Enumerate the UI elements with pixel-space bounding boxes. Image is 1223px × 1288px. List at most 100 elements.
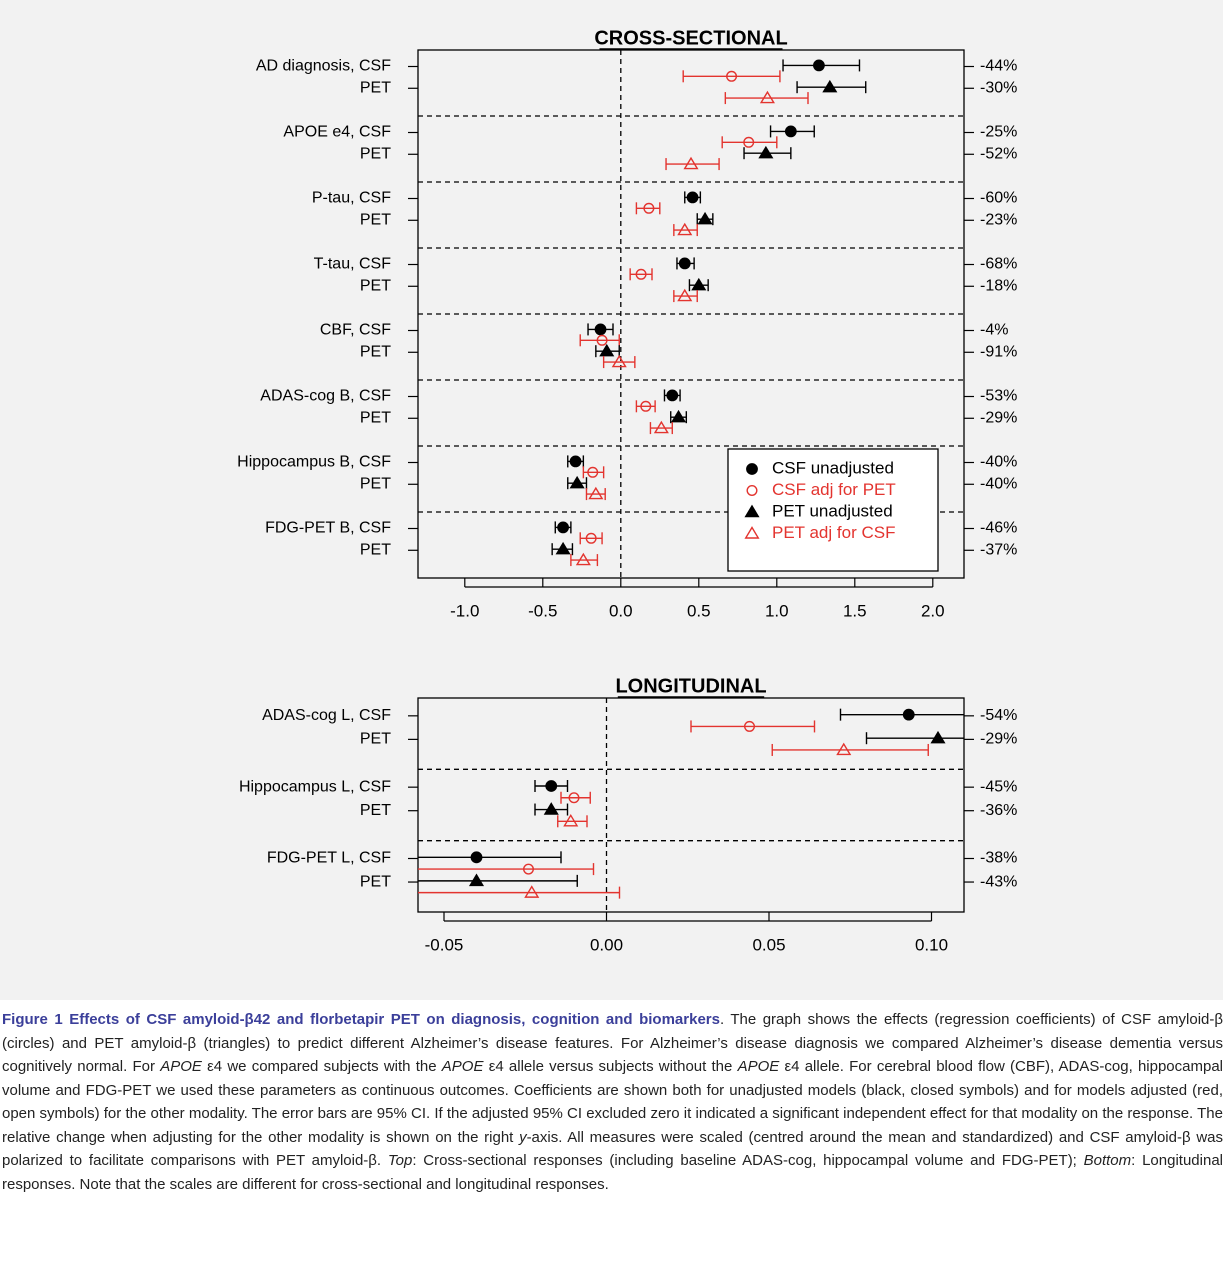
figure-title: Effects of CSF amyloid-β42 and florbetap… bbox=[69, 1011, 720, 1028]
relative-change-pet: -30% bbox=[980, 79, 1017, 96]
csf-unadjusted-point bbox=[666, 389, 679, 402]
csf-unadjusted-point bbox=[813, 59, 825, 72]
csf-unadjusted-point bbox=[545, 780, 558, 792]
pet-unadjusted-point bbox=[543, 802, 559, 815]
pet-unadjusted-point bbox=[697, 211, 713, 225]
row-label-csf: P-tau, CSF bbox=[312, 190, 391, 207]
csf-unadjusted-point bbox=[902, 708, 915, 721]
relative-change-csf: -40% bbox=[980, 454, 1017, 471]
pet-adjusted-point bbox=[759, 90, 775, 104]
csf-unadjusted-point bbox=[569, 455, 582, 468]
csf-unadjusted-point bbox=[594, 323, 607, 336]
figure-label: Figure 1 bbox=[2, 1011, 63, 1028]
relative-change-csf: -4% bbox=[980, 322, 1008, 339]
relative-change-csf: -68% bbox=[980, 256, 1017, 273]
csf-adjusted-point bbox=[587, 466, 599, 478]
pet-unadjusted-point bbox=[569, 475, 585, 489]
caption-gene: APOE bbox=[441, 1058, 484, 1075]
pet-adjusted-point bbox=[611, 354, 627, 368]
relative-change-pet: -23% bbox=[980, 211, 1017, 228]
csf-adjusted-point bbox=[643, 202, 655, 214]
pet-unadjusted-point bbox=[555, 541, 571, 555]
caption-text: ε4 we compared subjects with the bbox=[201, 1058, 442, 1075]
pet-adjusted-point bbox=[653, 420, 669, 434]
row-label-pet: PET bbox=[360, 731, 391, 748]
relative-change-pet: -43% bbox=[980, 873, 1017, 890]
caption-text: . The graph shows the effects (regressio… bbox=[2, 1011, 1223, 1075]
x-tick-label: -0.05 bbox=[425, 935, 464, 954]
pet-unadjusted-point bbox=[822, 79, 838, 93]
x-tick-label: 1.5 bbox=[843, 601, 867, 620]
figure-panel: CROSS-SECTIONAL AD diagnosis, CSF PET -44% -… bbox=[0, 0, 1223, 1000]
x-tick-label: -1.0 bbox=[450, 601, 479, 620]
pet-adjusted-point bbox=[677, 288, 693, 302]
csf-unadjusted-point bbox=[784, 125, 797, 138]
x-tick-label: -0.5 bbox=[528, 601, 557, 620]
relative-change-pet: -52% bbox=[980, 145, 1017, 162]
relative-change-pet: -37% bbox=[980, 541, 1017, 558]
caption-text: : Cross-sectional responses (including b… bbox=[412, 1152, 1084, 1169]
x-tick-label: 0.00 bbox=[590, 935, 623, 954]
pet-adjusted-point bbox=[677, 222, 693, 236]
row-label-csf: ADAS-cog L, CSF bbox=[262, 707, 391, 724]
row-label-csf: FDG-PET L, CSF bbox=[267, 850, 391, 867]
csf-adjusted-point bbox=[585, 532, 597, 544]
csf-unadjusted-point bbox=[678, 257, 691, 270]
legend-label: PET unadjusted bbox=[772, 501, 893, 520]
row-label-csf: Hippocampus B, CSF bbox=[237, 454, 391, 471]
pet-adjusted-point bbox=[563, 813, 579, 827]
legend-marker bbox=[746, 485, 758, 497]
x-tick-label: 0.10 bbox=[915, 935, 948, 954]
pet-adjusted-point bbox=[575, 552, 591, 566]
caption-text: ε4 allele versus subjects without the bbox=[483, 1058, 738, 1075]
x-tick-label: 0.05 bbox=[752, 935, 785, 954]
pet-adjusted-point bbox=[683, 156, 699, 170]
figure-caption: Figure 1 Effects of CSF amyloid-β42 and … bbox=[0, 1008, 1223, 1196]
x-tick-label: 0.0 bbox=[609, 601, 633, 620]
pet-unadjusted-point bbox=[691, 277, 707, 291]
relative-change-pet: -29% bbox=[980, 409, 1017, 426]
pet-unadjusted-point bbox=[599, 343, 615, 357]
pet-adjusted-point bbox=[524, 885, 540, 898]
caption-gene: APOE bbox=[160, 1058, 202, 1075]
caption-gene: APOE bbox=[737, 1058, 780, 1075]
legend-label: CSF adj for PET bbox=[772, 480, 896, 499]
csf-adjusted-point bbox=[523, 863, 535, 875]
row-label-pet: PET bbox=[360, 79, 391, 96]
relative-change-pet: -40% bbox=[980, 475, 1017, 492]
csf-adjusted-point bbox=[726, 70, 738, 82]
relative-change-pet: -91% bbox=[980, 343, 1017, 360]
row-label-csf: CBF, CSF bbox=[320, 322, 391, 339]
panel-title: LONGITUDINAL bbox=[615, 675, 766, 697]
row-label-csf: ADAS-cog B, CSF bbox=[260, 388, 391, 405]
row-label-pet: PET bbox=[360, 145, 391, 162]
row-label-csf: APOE e4, CSF bbox=[283, 124, 391, 141]
pet-unadjusted-point bbox=[758, 145, 774, 159]
row-label-pet: PET bbox=[360, 541, 391, 558]
csf-adjusted-point bbox=[596, 334, 608, 346]
pet-unadjusted-point bbox=[468, 873, 485, 887]
csf-adjusted-point bbox=[635, 268, 647, 280]
pet-unadjusted-point bbox=[930, 730, 946, 744]
caption-axis: y bbox=[519, 1128, 527, 1146]
row-label-pet: PET bbox=[360, 802, 391, 819]
plot-frame bbox=[417, 697, 965, 913]
caption-bottom-label: Bottom bbox=[1083, 1152, 1132, 1169]
row-label-csf: Hippocampus L, CSF bbox=[239, 778, 391, 795]
relative-change-csf: -25% bbox=[980, 124, 1017, 141]
relative-change-csf: -53% bbox=[980, 388, 1017, 405]
relative-change-csf: -38% bbox=[980, 850, 1017, 867]
forest-plot-svg: CROSS-SECTIONAL AD diagnosis, CSF PET -44% -… bbox=[237, 27, 1017, 954]
relative-change-pet: -29% bbox=[980, 731, 1017, 748]
csf-adjusted-point bbox=[743, 136, 755, 148]
relative-change-csf: -60% bbox=[980, 190, 1017, 207]
csf-adjusted-point bbox=[568, 792, 580, 804]
legend-box bbox=[727, 448, 939, 572]
row-label-csf: AD diagnosis, CSF bbox=[256, 58, 391, 75]
row-label-pet: PET bbox=[360, 475, 391, 492]
row-label-pet: PET bbox=[360, 211, 391, 228]
csf-unadjusted-point bbox=[557, 521, 569, 534]
legend-label: CSF unadjusted bbox=[772, 458, 894, 477]
row-label-csf: T-tau, CSF bbox=[314, 256, 392, 273]
caption-top-label: Top bbox=[387, 1152, 413, 1169]
